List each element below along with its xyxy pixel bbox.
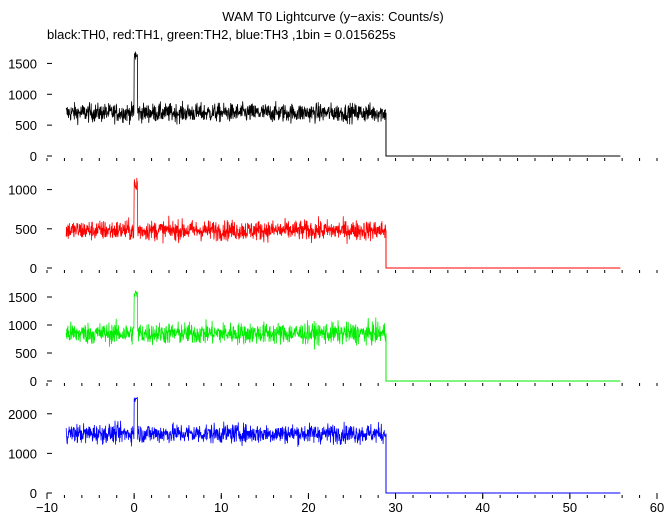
x-tick-label: 40 <box>475 500 489 515</box>
x-tick-label: 10 <box>214 500 228 515</box>
y-tick-label-th0: 1500 <box>8 56 37 71</box>
series-th2 <box>65 290 387 350</box>
series-th1 <box>65 177 387 244</box>
x-tick-label: 30 <box>388 500 402 515</box>
series-th3 <box>65 397 387 447</box>
y-tick-label-th3: 2000 <box>8 407 37 422</box>
y-tick-label-th3: 0 <box>30 486 37 501</box>
y-tick-label-th2: 500 <box>15 346 37 361</box>
x-tick-label: −10 <box>36 500 58 515</box>
y-tick-label-th2: 0 <box>30 374 37 389</box>
panel-th2: 0 500 1000 1500 <box>8 290 658 389</box>
panel-th0: 0 500 1000 1500 <box>8 51 658 164</box>
panel-th3: 0 1000 2000 <box>8 397 658 501</box>
y-tick-label-th0: 500 <box>15 118 37 133</box>
y-tick-label-th2: 1000 <box>8 318 37 333</box>
x-tick-label: 60 <box>650 500 664 515</box>
y-tick-label-th3: 1000 <box>8 446 37 461</box>
series-tail-th3 <box>385 433 621 494</box>
series-tail-th1 <box>385 230 621 269</box>
series-tail-th0 <box>385 112 621 157</box>
y-tick-label-th0: 0 <box>30 149 37 164</box>
y-tick-label-th2: 1500 <box>8 290 37 305</box>
x-tick-label: 0 <box>131 500 138 515</box>
x-axis: −10 0 10 20 30 40 50 60 <box>36 493 664 515</box>
chart-title: WAM T0 Lightcurve (y−axis: Counts/s) <box>222 9 443 24</box>
series-tail-th2 <box>385 333 621 382</box>
panels-group: 0 500 1000 1500 0 500 1000 0 500 1000 1500 0 1000 200… <box>8 51 658 501</box>
x-tick-label: 20 <box>301 500 315 515</box>
x-tick-label: 50 <box>563 500 577 515</box>
y-tick-label-th1: 500 <box>15 222 37 237</box>
panel-th1: 0 500 1000 <box>8 177 658 276</box>
y-tick-label-th0: 1000 <box>8 87 37 102</box>
series-th0 <box>65 51 387 126</box>
y-tick-label-th1: 1000 <box>8 183 37 198</box>
chart-subtitle: black:TH0, red:TH1, green:TH2, blue:TH3 … <box>47 27 396 42</box>
y-tick-label-th1: 0 <box>30 261 37 276</box>
